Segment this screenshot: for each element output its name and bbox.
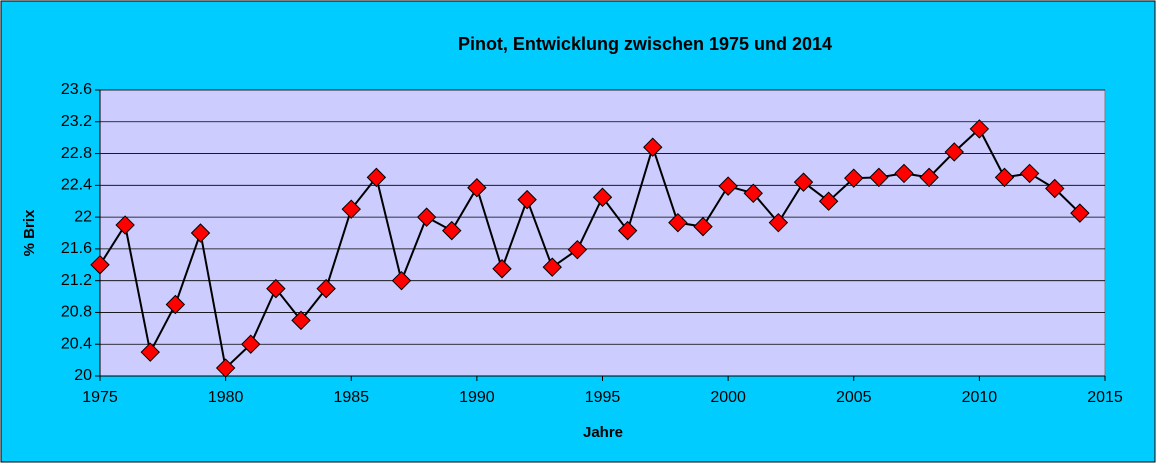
y-axis-title: % Brix [21,209,38,256]
data-point [793,172,814,192]
data-point [492,259,512,279]
data-point [416,207,437,227]
data-point [266,278,286,299]
data-point [215,358,236,378]
y-tick-label: 20.8 [61,304,92,321]
data-point [542,257,562,277]
data-point [140,342,160,362]
data-point [894,163,914,184]
data-point [517,189,537,210]
y-tick-label: 21.2 [61,272,92,289]
chart-title: Pinot, Entwicklung zwischen 1975 und 201… [458,34,832,54]
data-point [467,178,487,198]
data-point [291,310,311,331]
y-tick-label: 20.4 [61,335,92,352]
data-point [693,216,713,237]
data-point [869,167,889,188]
x-axis-title: Jahre [583,424,623,441]
x-tick-label: 2005 [836,389,872,406]
data-point [844,168,864,188]
data-point [668,212,688,233]
y-tick-label: 22 [74,208,92,225]
data-point [1070,203,1090,223]
y-tick-label: 20 [74,367,92,384]
data-line [99,127,1081,371]
plot-area [99,89,1106,377]
data-point [316,278,336,299]
y-tick-label: 23.2 [61,113,92,130]
data-point [90,255,110,275]
x-tick-label: 2010 [962,389,998,406]
data-point [617,220,638,241]
data-point [919,167,939,188]
data-point [190,223,211,243]
y-tick-label: 23.6 [61,81,92,98]
x-tick-label: 1985 [333,389,369,406]
data-point [442,220,462,241]
x-tick-label: 1975 [82,389,118,406]
data-point [592,187,613,207]
x-tick-label: 1990 [459,389,495,406]
data-point [818,191,839,211]
data-point [643,137,663,157]
data-point [768,212,789,233]
data-point [944,142,964,162]
data-point [115,215,135,235]
data-point [366,167,387,188]
y-tick-label: 22.8 [61,145,92,162]
data-point [969,119,990,139]
data-point [743,183,763,203]
data-point [718,176,738,196]
x-tick-label: 2000 [710,389,746,406]
x-tick-label: 1980 [208,389,244,406]
data-point [567,239,588,260]
data-point [391,270,412,291]
x-tick-label: 2015 [1087,389,1123,406]
data-point [341,199,361,219]
data-point [994,167,1015,188]
y-tick-label: 22.4 [61,177,92,194]
x-tick-label: 1995 [585,389,621,406]
data-point [165,294,186,315]
data-point [1045,178,1065,199]
data-point [1019,163,1040,184]
data-point [241,334,261,354]
y-tick-label: 21.6 [61,240,92,257]
